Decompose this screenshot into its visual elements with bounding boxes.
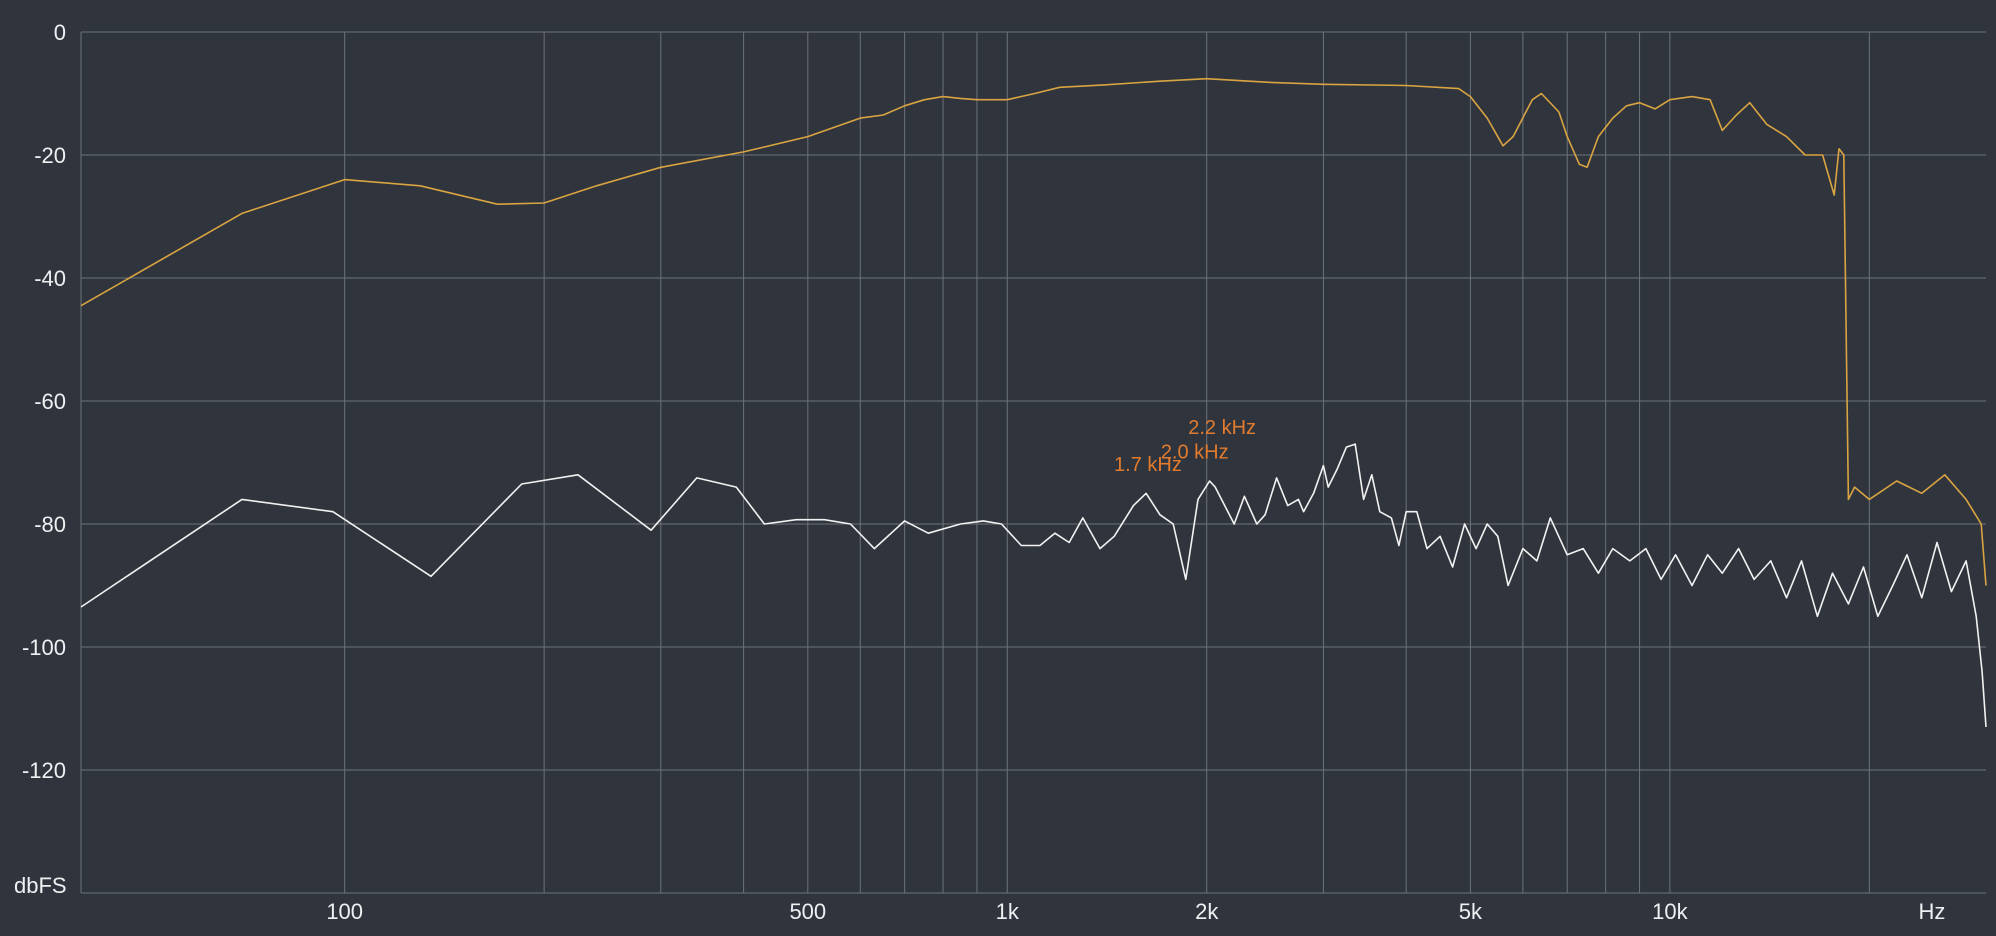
y-tick-label: 0 [54,20,66,45]
x-tick-label: 10k [1652,899,1688,924]
label-layer: 0 -20 -40 -60 -80 -100 -120 100 500 1k 2k 5k 10k dbFS… [14,20,1945,924]
y-tick-label: -20 [34,143,66,168]
series-line-lower [80,443,1987,728]
x-tick-label: 100 [326,899,363,924]
grid-layer [80,31,1986,894]
x-axis-label: Hz [1919,899,1946,924]
series-line-upper [80,77,1987,586]
series-layer [80,77,1987,728]
x-tick-label: 5k [1459,899,1483,924]
y-tick-label: -60 [34,389,66,414]
peak-annotation: 1.7 kHz [1114,454,1182,476]
x-tick-label: 2k [1195,899,1219,924]
peak-annotation: 2.0 kHz [1161,442,1229,464]
peak-annotation: 2.2 kHz [1188,417,1256,439]
y-tick-label: -120 [22,758,66,783]
y-axis-label: dbFS [14,873,67,898]
y-tick-label: -80 [34,512,66,537]
x-tick-label: 500 [789,899,826,924]
x-tick-label: 1k [996,899,1020,924]
y-tick-label: -100 [22,635,66,660]
y-tick-label: -40 [34,266,66,291]
